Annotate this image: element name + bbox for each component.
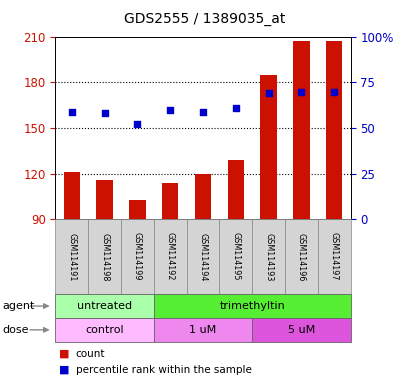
Text: untreated: untreated: [77, 301, 132, 311]
Text: ■: ■: [59, 349, 70, 359]
Point: [330, 88, 337, 94]
Text: control: control: [85, 325, 124, 335]
Bar: [88, 219, 121, 294]
Point: [166, 107, 173, 113]
Text: trimethyltin: trimethyltin: [219, 301, 284, 311]
Text: GSM114198: GSM114198: [100, 233, 109, 281]
Bar: [325, 41, 342, 219]
Bar: [260, 75, 276, 219]
Bar: [96, 180, 112, 219]
Bar: [121, 219, 153, 294]
Bar: [227, 160, 243, 219]
Bar: [129, 200, 145, 219]
Bar: [219, 219, 252, 294]
Point: [297, 88, 304, 94]
Bar: [317, 219, 350, 294]
Point: [134, 121, 140, 127]
Bar: [194, 174, 211, 219]
Text: agent: agent: [2, 301, 34, 311]
Bar: [55, 294, 153, 318]
Point: [232, 105, 238, 111]
Text: GSM114199: GSM114199: [133, 232, 142, 281]
Point: [265, 90, 271, 96]
Text: 5 uM: 5 uM: [287, 325, 314, 335]
Text: count: count: [76, 349, 105, 359]
Text: GSM114196: GSM114196: [296, 233, 305, 281]
Bar: [252, 318, 350, 342]
Text: 1 uM: 1 uM: [189, 325, 216, 335]
Point: [68, 109, 75, 115]
Text: ■: ■: [59, 365, 70, 375]
Text: GSM114191: GSM114191: [67, 233, 76, 281]
Text: percentile rank within the sample: percentile rank within the sample: [76, 365, 251, 375]
Bar: [63, 172, 80, 219]
Bar: [153, 318, 252, 342]
Bar: [292, 41, 309, 219]
Bar: [153, 294, 350, 318]
Bar: [55, 318, 153, 342]
Text: GSM114193: GSM114193: [263, 233, 272, 281]
Text: GSM114192: GSM114192: [165, 232, 174, 281]
Bar: [162, 183, 178, 219]
Text: GSM114194: GSM114194: [198, 233, 207, 281]
Text: GSM114197: GSM114197: [329, 232, 338, 281]
Bar: [284, 219, 317, 294]
Text: dose: dose: [2, 325, 29, 335]
Point: [101, 111, 108, 117]
Bar: [186, 219, 219, 294]
Text: GDS2555 / 1389035_at: GDS2555 / 1389035_at: [124, 12, 285, 26]
Point: [199, 109, 206, 115]
Bar: [252, 219, 284, 294]
Bar: [55, 219, 88, 294]
Bar: [153, 219, 186, 294]
Text: GSM114195: GSM114195: [231, 232, 240, 281]
